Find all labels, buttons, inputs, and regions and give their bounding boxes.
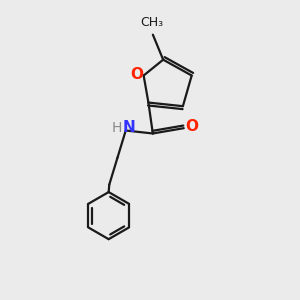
Text: O: O — [185, 119, 199, 134]
Text: N: N — [122, 120, 135, 135]
Text: O: O — [131, 67, 144, 82]
Text: CH₃: CH₃ — [140, 16, 163, 29]
Text: H: H — [112, 121, 122, 135]
